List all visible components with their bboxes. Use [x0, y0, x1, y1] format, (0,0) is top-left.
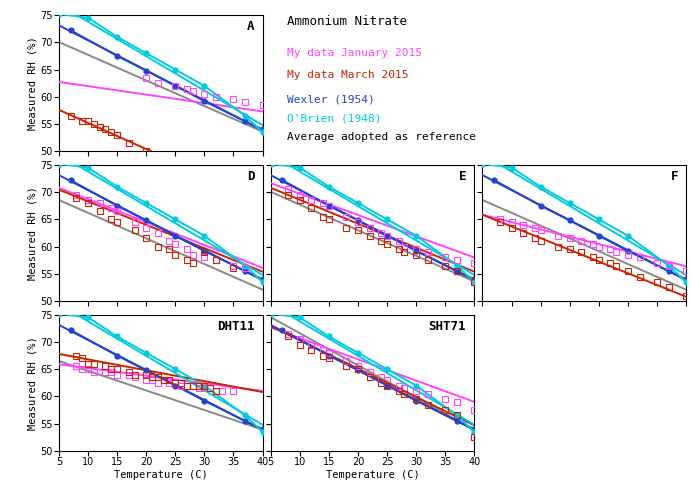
Text: My data March 2015: My data March 2015 [288, 70, 409, 80]
Text: Wexler (1954): Wexler (1954) [288, 94, 375, 104]
Text: A: A [247, 21, 254, 34]
Y-axis label: Measured RH (%): Measured RH (%) [28, 36, 37, 130]
Text: DHT11: DHT11 [217, 320, 254, 333]
Text: My data January 2015: My data January 2015 [288, 48, 422, 58]
Text: Ammonium Nitrate: Ammonium Nitrate [288, 15, 407, 28]
Text: O'Brien (1948): O'Brien (1948) [288, 113, 382, 123]
Text: E: E [459, 170, 466, 183]
X-axis label: Temperature (C): Temperature (C) [114, 470, 208, 480]
Text: SHT71: SHT71 [429, 320, 466, 333]
Text: F: F [670, 170, 678, 183]
Text: Average adopted as reference: Average adopted as reference [288, 132, 476, 142]
Y-axis label: Measured RH (%): Measured RH (%) [28, 186, 37, 280]
X-axis label: Temperature (C): Temperature (C) [326, 470, 419, 480]
Text: D: D [247, 170, 254, 183]
Y-axis label: Measured RH (%): Measured RH (%) [28, 336, 37, 430]
